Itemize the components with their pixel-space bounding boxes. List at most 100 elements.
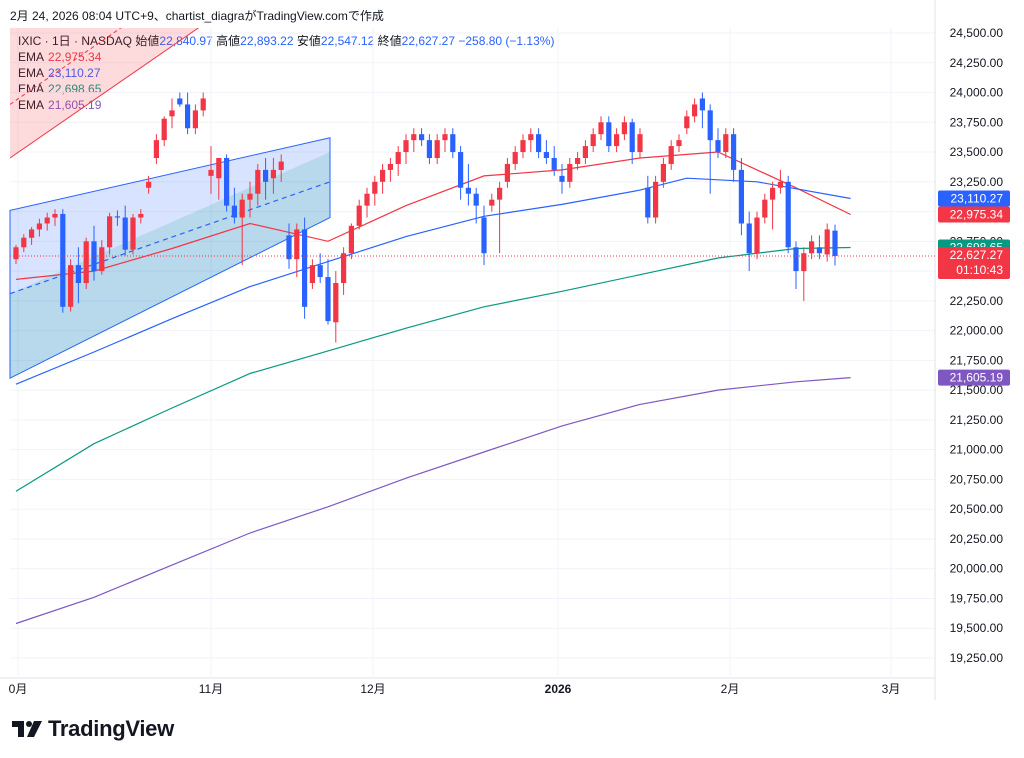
candle-body: [146, 181, 152, 188]
candle-body: [801, 253, 807, 272]
candle-body: [520, 140, 526, 153]
candle: [575, 152, 581, 170]
candle: [754, 211, 760, 260]
candle: [770, 181, 776, 230]
candle-body: [676, 140, 682, 147]
candle-body: [575, 158, 581, 164]
candle: [317, 253, 323, 283]
candle-body: [660, 163, 666, 182]
candle: [809, 235, 815, 260]
candle-body: [442, 134, 448, 141]
tradingview-logo-text: TradingView: [48, 716, 174, 741]
candle-body: [387, 163, 393, 170]
ema-label: EMA: [18, 98, 44, 112]
candle-body: [286, 235, 292, 260]
candle-body: [263, 169, 269, 182]
price-label-countdown: 01:10:43: [956, 263, 1003, 277]
candle-body: [809, 241, 815, 254]
candle-body: [645, 187, 651, 218]
candle: [450, 128, 456, 158]
x-tick-label: 3月: [882, 682, 901, 696]
candle-body: [824, 229, 830, 255]
ohlc-row: IXIC · 1日 · NASDAQ 始値22,840.97 高値22,893.…: [18, 33, 554, 49]
price-label-text: 22,627.27: [950, 248, 1004, 262]
candle-body: [364, 193, 370, 206]
candle-body: [294, 229, 300, 260]
candle-body: [473, 193, 479, 206]
candle: [239, 193, 245, 266]
x-axis-ticks: 0月 11月 12月 2026 2月 3月: [9, 682, 901, 696]
candle-body: [528, 134, 534, 141]
candle: [676, 134, 682, 153]
candle-body: [380, 169, 386, 182]
tradingview-logo[interactable]: TradingView: [12, 716, 174, 742]
candle: [551, 146, 557, 176]
candle: [247, 181, 253, 218]
candle: [114, 210, 120, 226]
candle-body: [325, 277, 331, 322]
y-tick-label: 20,500.00: [950, 502, 1004, 516]
candle-body: [559, 175, 565, 182]
candle-body: [489, 199, 495, 206]
candle-body: [504, 163, 510, 182]
candle-body: [44, 217, 50, 224]
candle: [419, 128, 425, 147]
candle-body: [317, 265, 323, 278]
candle-body: [770, 187, 776, 200]
low-value: 22,547.12: [320, 34, 375, 48]
candle-body: [606, 122, 612, 147]
candle-body: [699, 98, 705, 111]
ema-row-2[interactable]: EMA 23,110.27: [18, 65, 554, 81]
y-tick-label: 23,750.00: [950, 115, 1004, 129]
candle-body: [309, 265, 315, 283]
candle-body: [356, 205, 362, 226]
y-tick-label: 21,750.00: [950, 353, 1004, 367]
candle-body: [598, 122, 604, 135]
candle: [629, 118, 635, 164]
candle-body: [216, 158, 222, 179]
candle-body: [200, 98, 206, 111]
candle: [731, 128, 737, 182]
candle: [302, 217, 308, 319]
red-channel: [10, 28, 200, 159]
grid-lines: [10, 28, 935, 676]
candle: [660, 158, 666, 188]
candle-body: [114, 216, 120, 218]
candle: [504, 158, 510, 188]
candle: [442, 128, 448, 153]
y-tick-label: 19,750.00: [950, 591, 1004, 605]
candle: [224, 154, 230, 212]
candle: [497, 181, 503, 254]
candle: [192, 104, 198, 135]
candle: [458, 146, 464, 200]
candle: [793, 241, 799, 289]
candle-body: [692, 104, 698, 117]
ema-value: 21,605.19: [48, 98, 101, 112]
candle: [567, 158, 573, 188]
candle: [36, 218, 42, 237]
candle-body: [715, 140, 721, 153]
candle: [653, 175, 659, 224]
candle-body: [153, 140, 159, 158]
candle-body: [161, 118, 167, 141]
y-axis-ticks: 19,250.00 19,500.00 19,750.00 20,000.00 20,2…: [950, 26, 1004, 665]
candle-body: [29, 229, 35, 238]
candle: [699, 92, 705, 129]
candle: [387, 158, 393, 182]
y-tick-label: 22,000.00: [950, 324, 1004, 338]
candle-body: [614, 134, 620, 147]
candle-body: [302, 229, 308, 307]
candle: [434, 134, 440, 164]
candle: [348, 223, 354, 260]
candle: [146, 175, 152, 194]
candle: [559, 163, 565, 194]
candle-body: [793, 247, 799, 272]
ema-row-1[interactable]: EMA 22,975.34: [18, 49, 554, 65]
candle-body: [36, 223, 42, 230]
candle: [465, 163, 471, 206]
high-label: 高値: [216, 34, 241, 48]
ema-row-4[interactable]: EMA 21,605.19: [18, 97, 554, 113]
price-label-text: 21,605.19: [950, 371, 1004, 385]
price-label-bg: [938, 369, 1010, 386]
